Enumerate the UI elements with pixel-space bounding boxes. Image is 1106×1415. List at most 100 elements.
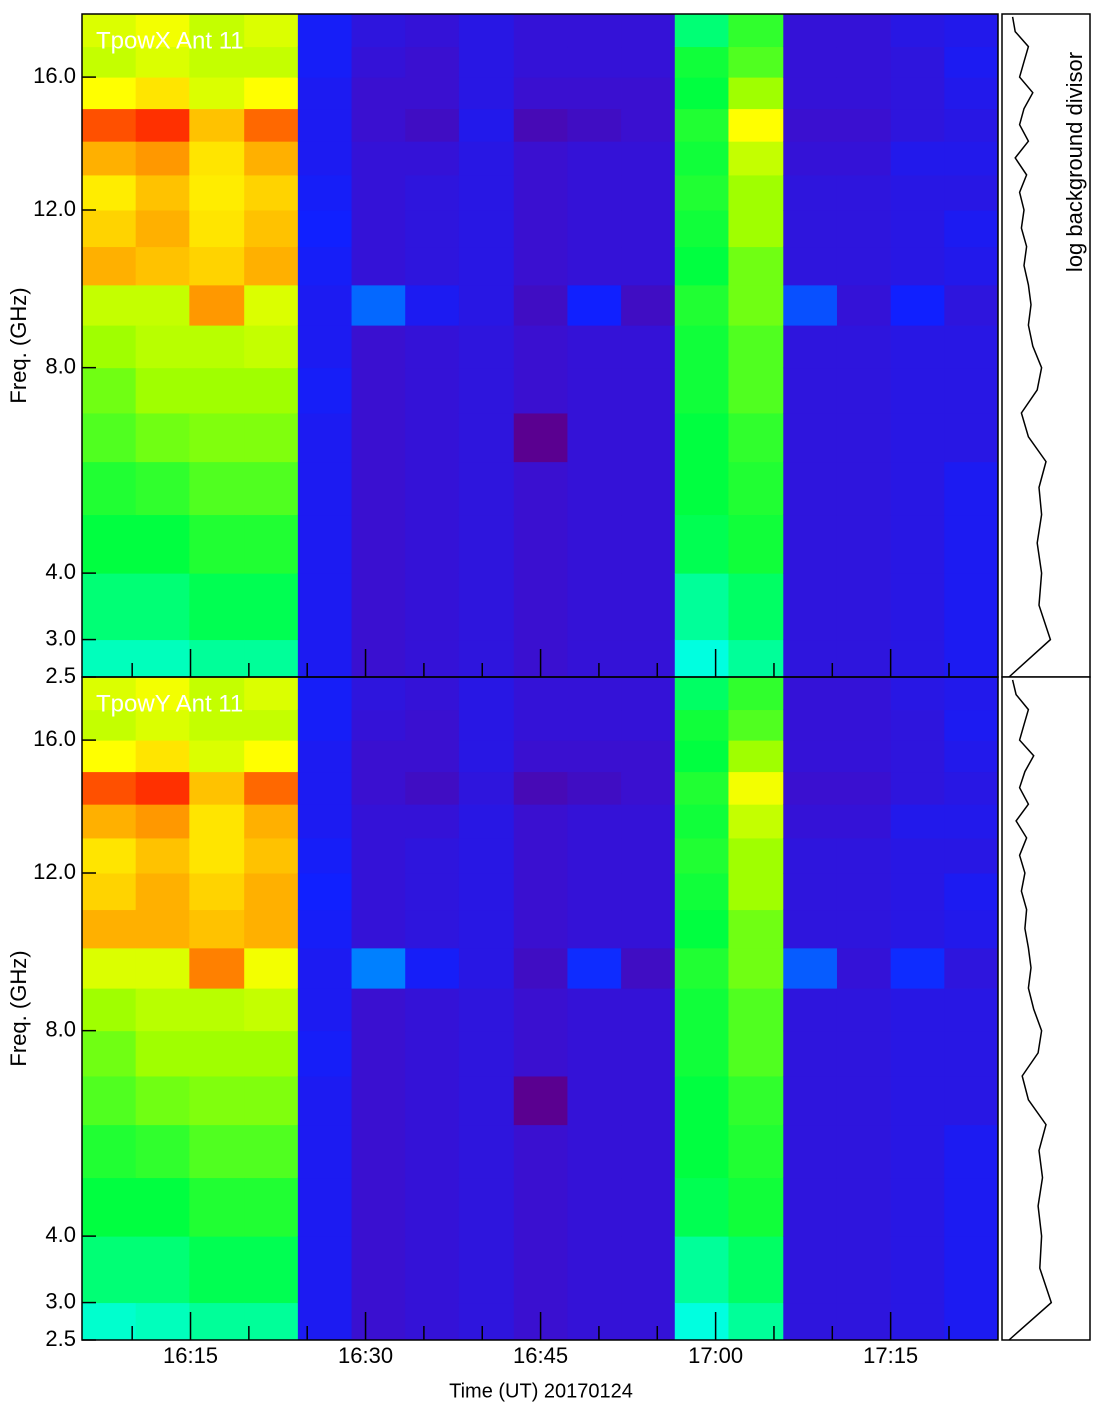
heatmap-cell	[567, 108, 622, 142]
heatmap-cell	[836, 1302, 892, 1341]
heatmap-cell	[458, 174, 515, 211]
heatmap-cell	[351, 141, 406, 176]
heatmap-cell	[458, 804, 515, 839]
heatmap-cell	[297, 325, 353, 369]
heatmap-cell	[621, 14, 676, 48]
heatmap-cell	[674, 771, 729, 805]
heatmap-cell	[189, 174, 245, 211]
heatmap-cell	[189, 412, 245, 463]
heatmap-cell	[728, 461, 784, 516]
heatmap-cell	[135, 1030, 190, 1077]
heatmap-cell	[674, 909, 729, 949]
heatmap-cell	[458, 325, 515, 369]
x-tick-label: 17:00	[688, 1343, 743, 1368]
heatmap-cell	[890, 14, 945, 48]
heatmap-cell	[783, 461, 838, 516]
heatmap-cell	[783, 1075, 838, 1126]
heatmap-cell	[297, 108, 353, 142]
x-tick-label: 16:30	[338, 1343, 393, 1368]
heatmap-cell	[944, 1075, 999, 1126]
heatmap-cell	[82, 1236, 137, 1304]
heatmap-cell	[944, 1302, 999, 1341]
heatmap-cell	[513, 174, 568, 211]
y-tick-label: 16.0	[33, 63, 76, 88]
heatmap-cell	[297, 77, 353, 110]
heatmap-cell	[890, 573, 945, 641]
heatmap-cell	[567, 740, 622, 773]
heatmap-cell	[567, 1075, 622, 1126]
heatmap-cell	[944, 988, 999, 1032]
y-tick-label: 2.5	[45, 663, 76, 688]
heatmap-cell	[567, 77, 622, 110]
heatmap-cell	[513, 873, 568, 911]
heatmap-cell	[351, 909, 406, 949]
heatmap-cell	[567, 1302, 622, 1341]
heatmap-cell	[351, 677, 406, 711]
heatmap-cell	[783, 1124, 838, 1179]
heatmap-cell	[674, 284, 729, 326]
heatmap-cell	[674, 1302, 729, 1341]
heatmap-cell	[82, 1075, 137, 1126]
heatmap-cell	[836, 677, 892, 711]
heatmap-cell	[135, 1236, 190, 1304]
heatmap-cell	[513, 461, 568, 516]
heatmap-cell	[621, 210, 676, 248]
heatmap-cell	[728, 873, 784, 911]
heatmap-cell	[458, 573, 515, 641]
heatmap-cell	[458, 988, 515, 1032]
heatmap-cell	[135, 740, 190, 773]
heatmap-cell	[890, 246, 945, 286]
heatmap-cell	[567, 947, 622, 989]
heatmap-cell	[351, 246, 406, 286]
heatmap-cell	[783, 141, 838, 176]
heatmap-cell	[244, 677, 299, 711]
heatmap-cell	[458, 246, 515, 286]
side-frame	[1001, 676, 1091, 1341]
heatmap-cell	[567, 246, 622, 286]
heatmap-cell	[244, 210, 299, 248]
heatmap-cell	[244, 141, 299, 176]
heatmap-cell	[674, 77, 729, 110]
heatmap-cell	[944, 412, 999, 463]
heatmap-cell	[674, 709, 729, 741]
heatmap-cell	[890, 709, 945, 741]
heatmap-cell	[621, 108, 676, 142]
heatmap-cell	[890, 677, 945, 711]
panel-title: TpowY Ant 11	[96, 690, 243, 717]
heatmap-cell	[728, 771, 784, 805]
heatmap-cell	[783, 367, 838, 414]
heatmap-cell	[405, 284, 460, 326]
heatmap-cell	[621, 837, 676, 874]
heatmap-cell	[944, 740, 999, 773]
heatmap-cell	[244, 246, 299, 286]
heatmap-cell	[674, 1177, 729, 1237]
y-tick-label: 12.0	[33, 196, 76, 221]
heatmap-cell	[836, 573, 892, 641]
heatmap-cell	[189, 677, 245, 711]
heatmap-cell	[836, 873, 892, 911]
heatmap-cell	[944, 210, 999, 248]
heatmap-cell	[82, 246, 137, 286]
heatmap-cell	[674, 639, 729, 678]
heatmap-cell	[351, 174, 406, 211]
heatmap-cell	[351, 77, 406, 110]
y-tick-label: 2.5	[45, 1326, 76, 1351]
heatmap-cell	[783, 677, 838, 711]
heatmap-cell	[513, 210, 568, 248]
heatmap-cell	[189, 639, 245, 678]
heatmap-cell	[82, 709, 137, 741]
heatmap-cell	[890, 141, 945, 176]
heatmap-cell	[82, 573, 137, 641]
heatmap-cell	[297, 837, 353, 874]
heatmap-cell	[458, 14, 515, 48]
background-profile	[1008, 16, 1052, 678]
heatmap-cell	[567, 677, 622, 711]
heatmap-cell	[728, 947, 784, 989]
heatmap-cell	[728, 1075, 784, 1126]
heatmap-cell	[82, 837, 137, 874]
heatmap-cell	[783, 14, 838, 48]
heatmap-cell	[244, 1124, 299, 1179]
heatmap-cell	[728, 367, 784, 414]
heatmap-cell	[189, 1302, 245, 1341]
